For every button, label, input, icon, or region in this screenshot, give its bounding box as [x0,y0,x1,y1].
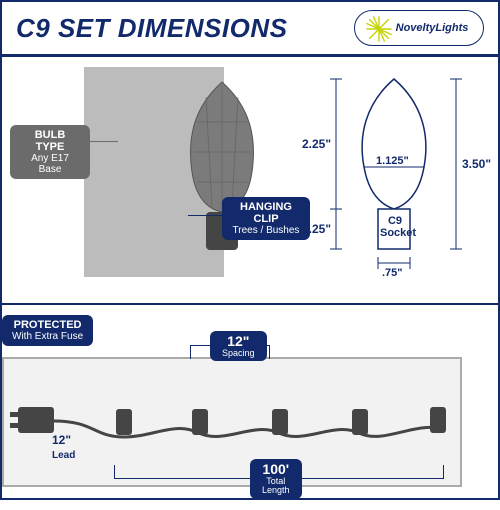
dim-socket-height: 1.25" [302,222,331,236]
photo-column: BULB TYPE Any E17 Base HANGING CLIP Tree… [16,67,274,297]
label-lead: 12" Lead [52,433,75,461]
callout-protected: PROTECTED With Extra Fuse [2,315,93,346]
divider [2,54,498,57]
dim-bulb-height: 2.25" [302,137,331,151]
lead-value: 12" [52,433,71,447]
brand-logo: NoveltyLights [354,10,484,46]
callout-title: PROTECTED [12,319,83,331]
spacing-label: Spacing [222,349,255,358]
dim-bulb-width: 1.125" [376,155,409,167]
header: C9 SET DIMENSIONS NoveltyLights [2,2,498,50]
dim-overall-height: 3.50" [462,157,491,171]
mid-section: BULB TYPE Any E17 Base HANGING CLIP Tree… [2,67,498,297]
page-title: C9 SET DIMENSIONS [16,13,287,44]
label-spacing: 12" Spacing [210,331,267,361]
total-label: Total Length [262,477,290,496]
divider [2,303,498,305]
callout-title: BULB TYPE [20,129,80,153]
bulb-photo [84,67,224,277]
label-total: 100' Total Length [250,459,302,499]
dimension-diagram: 2.25" 1.25" 3.50" 1.125" C9 Socket .75" [284,67,484,297]
callout-bulb-type: BULB TYPE Any E17 Base [10,125,90,179]
logo-text: NoveltyLights [396,22,469,34]
total-value: 100' [262,462,290,477]
burst-icon [365,15,393,43]
string-section: PROTECTED With Extra Fuse 12" Spacing [2,315,498,510]
lead-sublabel: Lead [52,450,75,461]
leader-line [90,141,118,142]
socket-label: C9 Socket [380,215,410,239]
dim-socket-width: .75" [382,267,403,279]
dimension-svg [284,67,484,287]
leader-line [188,215,222,216]
callout-sub: Any E17 Base [20,153,80,175]
spacing-value: 12" [222,334,255,349]
callout-sub: With Extra Fuse [12,331,83,342]
